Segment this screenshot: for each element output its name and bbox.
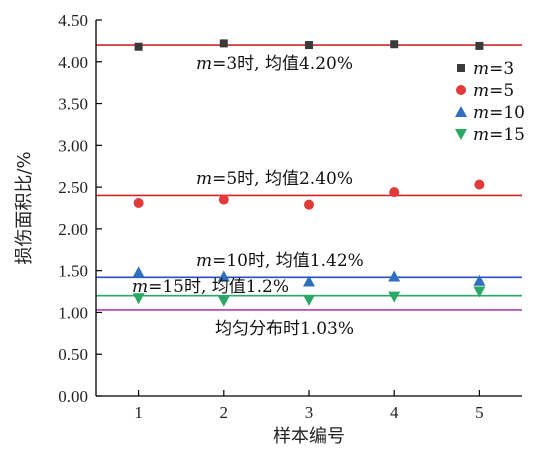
y-tick-label: 0.50	[58, 345, 88, 364]
x-ticks: 1 2 3 4 5	[134, 390, 484, 422]
data-point	[474, 179, 485, 190]
data-point	[305, 41, 313, 50]
data-point	[133, 197, 144, 208]
y-axis-title: 损伤面积比/%	[14, 151, 35, 264]
annotation: 均匀分布时1.03%	[215, 319, 354, 339]
data-point	[390, 40, 399, 49]
legend-marker	[455, 129, 467, 140]
legend: m=3m=5m=10m=15	[455, 59, 525, 145]
data-point	[217, 270, 230, 282]
y-tick-label: 2.50	[58, 178, 88, 197]
annotation-text: 均匀分布时1.03%	[215, 319, 354, 339]
legend-label-rest: =15	[489, 125, 525, 145]
annotation-text: =10时, 均值1.42%	[212, 251, 364, 271]
legend-marker	[457, 64, 465, 72]
data-point	[388, 291, 401, 303]
legend-label: m=15	[473, 125, 525, 145]
data-point	[217, 295, 230, 307]
data-point	[134, 42, 143, 51]
x-tick-label: 2	[220, 403, 229, 422]
y-tick-label: 1.50	[58, 262, 88, 281]
legend-label-italic: m	[473, 125, 489, 145]
data-point	[132, 293, 145, 305]
legend-label: m=5	[473, 81, 514, 101]
y-tick-label: 3.50	[58, 95, 88, 114]
annotation-italic: m	[132, 277, 148, 297]
y-tick-label: 3.00	[58, 136, 88, 155]
data-point	[219, 39, 228, 48]
legend-label: m=10	[473, 103, 525, 123]
legend-label-italic: m	[473, 103, 489, 123]
data-point	[304, 199, 314, 210]
y-tick-label: 4.00	[58, 53, 88, 72]
legend-label-italic: m	[473, 59, 489, 79]
data-point	[473, 274, 486, 286]
data-point	[389, 187, 400, 198]
annotation: m=15时, 均值1.2%	[132, 277, 289, 297]
legend-marker	[455, 106, 467, 117]
data-point	[475, 41, 484, 50]
data-point	[218, 194, 229, 205]
annotation-text: =5时, 均值2.40%	[212, 169, 353, 189]
annotation: m=5时, 均值2.40%	[196, 169, 353, 189]
legend-label: m=3	[473, 59, 514, 79]
legend-marker	[456, 85, 466, 95]
annotation-text: =15时, 均值1.2%	[148, 277, 289, 297]
data-point	[473, 286, 486, 298]
y-ticks: 0.00 0.50 1.00 1.50 2.00 2.50 3.00 3.50 4.00 4.50	[58, 11, 102, 406]
annotation-italic: m	[196, 54, 212, 74]
annotation: m=10时, 均值1.42%	[196, 251, 364, 271]
data-point	[388, 270, 401, 282]
legend-label-rest: =10	[489, 103, 525, 123]
x-tick-label: 4	[390, 403, 399, 422]
legend-label-italic: m	[473, 81, 489, 101]
annotation-italic: m	[196, 251, 212, 271]
annotation-italic: m	[196, 169, 212, 189]
x-tick-label: 1	[134, 403, 143, 422]
y-tick-label: 2.00	[58, 220, 88, 239]
y-tick-label: 4.50	[58, 11, 88, 30]
x-axis-title: 样本编号	[273, 426, 345, 447]
data-point	[132, 266, 145, 278]
data-point	[303, 275, 315, 287]
annotation-text: =3时, 均值4.20%	[212, 54, 353, 74]
y-tick-label: 1.00	[58, 303, 88, 322]
x-tick-label: 5	[475, 403, 484, 422]
annotations: m=3时, 均值4.20%m=5时, 均值2.40%m=10时, 均值1.42%…	[132, 54, 364, 339]
y-tick-label: 0.00	[58, 387, 88, 406]
data-points	[132, 39, 486, 307]
x-tick-label: 3	[305, 403, 314, 422]
data-point	[303, 294, 315, 306]
legend-label-rest: =5	[489, 81, 514, 101]
legend-label-rest: =3	[489, 59, 514, 79]
annotation: m=3时, 均值4.20%	[196, 54, 353, 74]
